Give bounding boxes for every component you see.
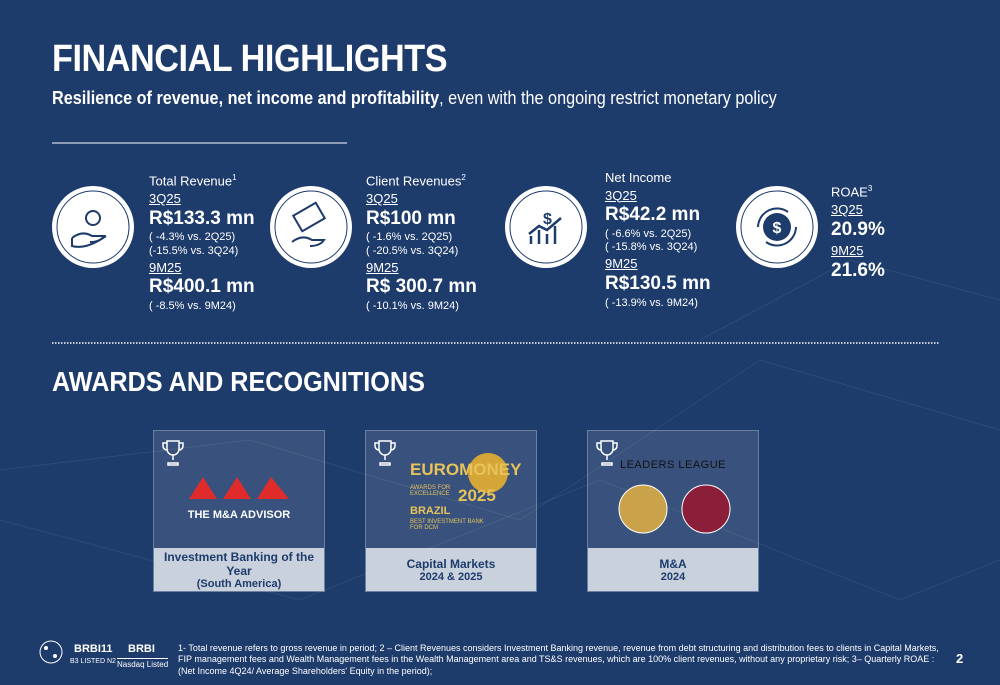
metric-icon [270,186,352,268]
period: 3Q25 [831,201,863,217]
caption-line: (South America) [196,577,282,590]
icon-glyph: $ [509,190,583,264]
award-caption: M&A 2024 [588,548,758,591]
logo-text: AWARDS FOR EXCELLENCE [410,485,451,497]
caption-line: 2024 [660,570,686,583]
award-logo: EUROMONEY AWARDS FOR EXCELLENCE 2025 BRA… [366,431,536,548]
nasdaq-sub: Nasdaq Listed [117,658,169,669]
trophy-icon [596,440,618,466]
trophy-icon [374,440,396,466]
award-card: EUROMONEY AWARDS FOR EXCELLENCE 2025 BRA… [365,430,537,592]
svg-text:$: $ [773,220,782,237]
value: R$133.3 mn [149,207,255,229]
metric-label-line: Total Revenue1 [149,173,255,189]
metric-label: Total Revenue [149,173,233,189]
icon-glyph [56,190,130,264]
logo-text: EUROMONEY [410,460,522,479]
period: 9M25 [605,256,638,272]
detail: ( -13.9% vs. 9M24) [605,296,698,309]
metric: Client Revenues2 3Q25 R$100 mn( -1.6% vs. … [366,173,477,313]
icon-glyph [274,190,348,264]
metric-label-line: ROAE3 [831,184,885,200]
value: 21.6% [831,259,885,281]
detail: ( -6.6% vs. 2Q25) [605,227,692,240]
award-card: LEADERS LEAGUE M&A 2024 [587,430,759,592]
svg-text:$: $ [543,211,552,228]
period: 3Q25 [149,190,181,206]
value: 20.9% [831,218,885,240]
value: R$ 300.7 mn [366,276,477,298]
ma-logo-mark [189,477,289,499]
detail: ( -15.8% vs. 3Q24) [605,241,698,254]
metric-icon [52,186,134,268]
subtitle: Resilience of revenue, net income and pr… [52,88,777,109]
caption-line: 2024 & 2025 [419,570,483,583]
caption-line: Investment Banking of the Year [163,549,315,578]
subtitle-bold: Resilience of revenue, net income and pr… [52,88,440,108]
caption-line: Capital Markets [406,556,496,571]
period: 3Q25 [366,190,398,206]
company-logo [39,640,63,664]
metric: Net Income 3Q25 R$42.2 mn( -6.6% vs. 2Q25)… [605,170,711,310]
metric-label: ROAE [831,184,868,200]
logo-text: LEADERS LEAGUE [619,459,727,471]
ticker: BRBI11 [74,643,113,655]
award-caption: Capital Markets 2024 & 2025 [366,548,536,591]
globe [468,453,508,493]
metric-label: Net Income [605,170,672,185]
footnote: 1- Total revenue refers to gross revenue… [178,643,939,676]
metric-icon: $ [736,186,818,268]
subtitle-rest: , even with the ongoing restrict monetar… [439,88,777,108]
period: 9M25 [149,259,182,275]
footnote-ref: 2 [461,173,466,182]
detail: (-15.5% vs. 3Q24) [149,244,239,257]
awards-title: AWARDS AND RECOGNITIONS [52,366,425,397]
metric-label: Client Revenues [366,173,462,189]
detail: ( -20.5% vs. 3Q24) [366,244,459,257]
trophy-icon [162,440,184,466]
footnote-ref: 1 [232,173,237,182]
detail: ( -8.5% vs. 9M24) [149,300,236,313]
ticker-sub: B3 LISTED N2 [70,658,116,665]
award-logo: THE M&A ADVISOR [154,431,324,548]
caption-line: M&A [659,556,687,571]
period: 9M25 [366,259,399,275]
detail: ( -4.3% vs. 2Q25) [149,231,236,244]
metric-label-line: Net Income [605,170,711,186]
period: 3Q25 [605,187,637,203]
metric: Total Revenue1 3Q25 R$133.3 mn( -4.3% vs. … [149,173,255,313]
logo-text: 2025 [458,486,496,505]
logo-text: BEST INVESTMENT BANK FOR DCM [410,519,484,531]
nasdaq: BRBI [128,643,155,655]
value: R$100 mn [366,207,456,229]
value: R$400.1 mn [149,276,255,298]
logo-text: BRAZIL [410,505,451,517]
period: 9M25 [831,243,864,259]
award-caption: Investment Banking of the Year (South Ame… [154,548,324,591]
logo-text: THE M&A ADVISOR [187,509,291,521]
metric-label-line: Client Revenues2 [366,173,477,189]
value: R$42.2 mn [605,204,701,226]
footnote-ref: 3 [867,184,873,193]
icon-glyph: $ [740,190,814,264]
detail: ( -10.1% vs. 9M24) [366,300,459,313]
award-card: THE M&A ADVISOR Investment Banking of th… [153,430,325,592]
detail: ( -1.6% vs. 2Q25) [366,231,453,244]
page-number: 2 [956,651,964,666]
metric-icon: $ [505,186,587,268]
value: R$130.5 mn [605,272,711,294]
title: FINANCIAL HIGHLIGHTS [52,38,448,80]
badges [618,484,731,534]
metric: ROAE3 3Q25 20.9% 9M25 21.6% [831,184,885,284]
award-logo: LEADERS LEAGUE [588,431,758,548]
